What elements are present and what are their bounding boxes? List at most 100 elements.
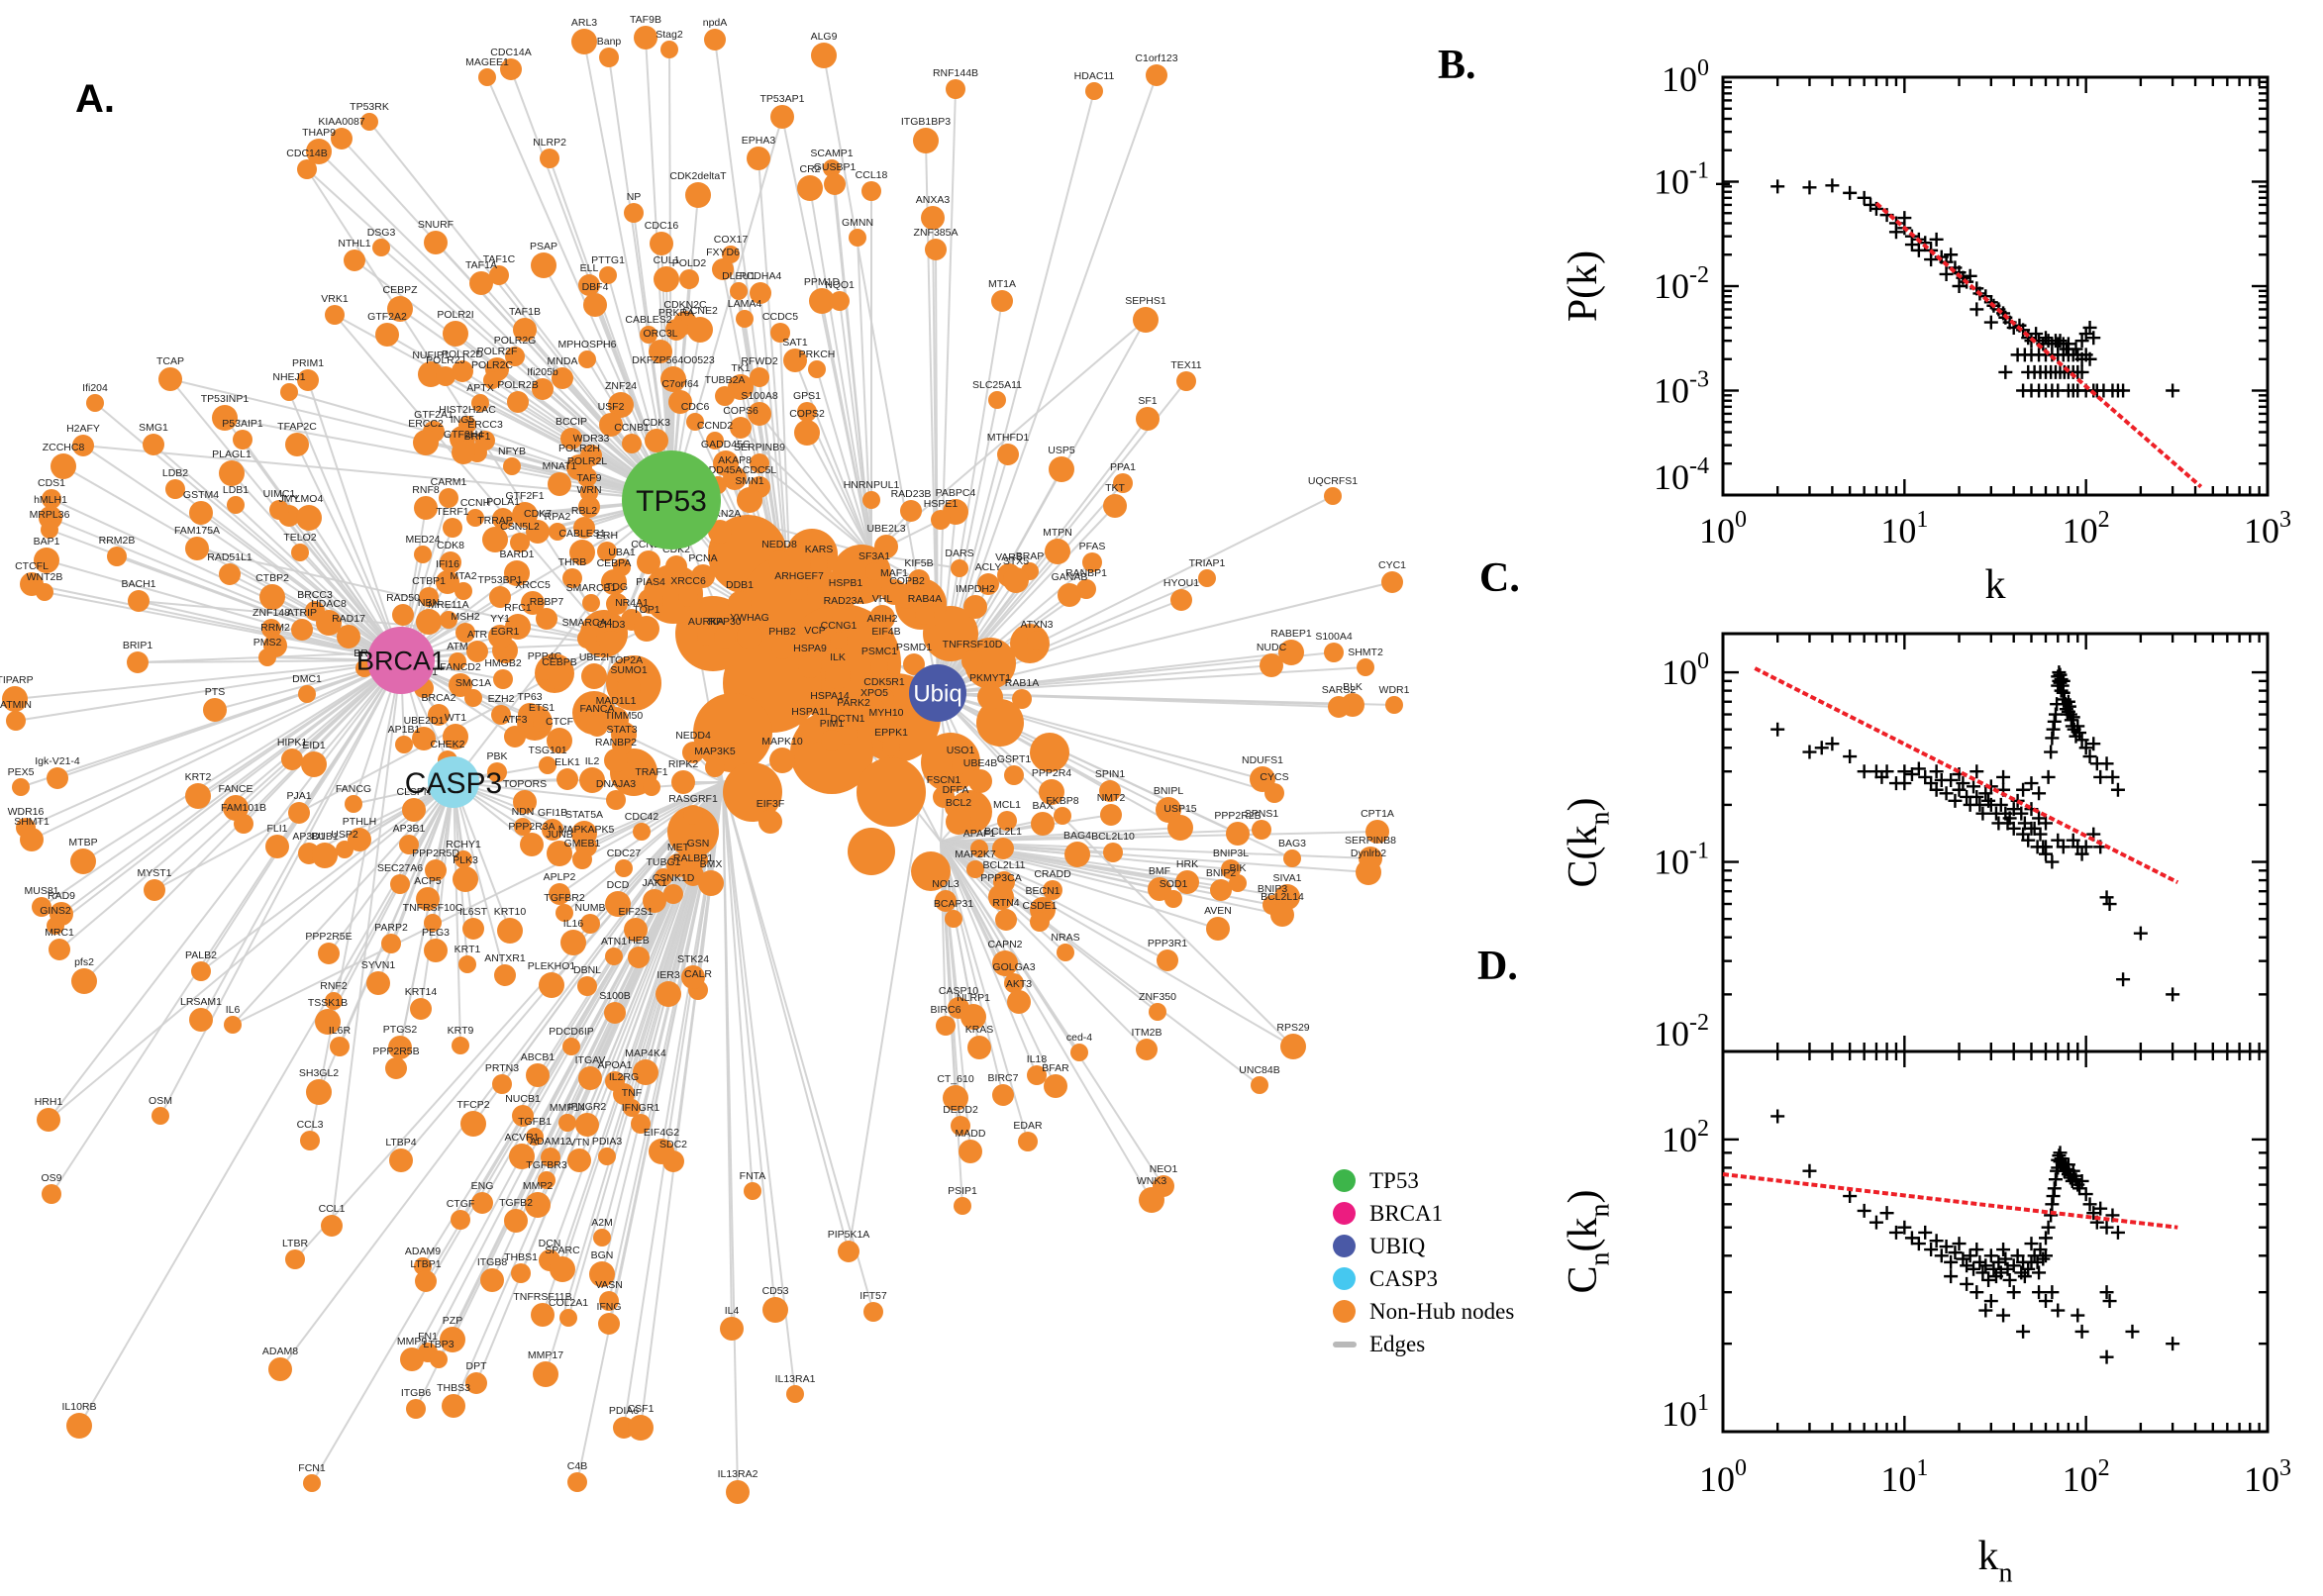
network-node bbox=[466, 509, 484, 527]
network-node bbox=[876, 638, 896, 657]
network-node bbox=[720, 1317, 744, 1341]
node-label: HDAC8 bbox=[311, 598, 347, 610]
network-node bbox=[489, 265, 509, 285]
node-label: MED24 bbox=[405, 534, 440, 546]
network-node bbox=[599, 413, 623, 437]
data-point bbox=[2070, 1308, 2085, 1323]
data-point bbox=[2045, 854, 2060, 869]
data-point bbox=[2099, 1220, 2114, 1235]
network-node bbox=[42, 1184, 61, 1204]
hub-label-ubiq: Ubiq bbox=[913, 681, 961, 708]
tick-label: 102 bbox=[2063, 1455, 2110, 1499]
node-label: CSN5L2 bbox=[500, 521, 540, 533]
plot-ticks bbox=[1721, 1049, 2270, 1434]
node-label: SNURF bbox=[418, 219, 454, 231]
node-label: CAPN2 bbox=[987, 939, 1022, 950]
network-node bbox=[312, 843, 338, 868]
node-label: DBF4 bbox=[582, 281, 609, 293]
network-node bbox=[640, 326, 657, 344]
network-edge bbox=[294, 781, 724, 1260]
node-label: ANXA3 bbox=[916, 194, 951, 206]
network-node bbox=[997, 811, 1017, 831]
data-point bbox=[2002, 811, 2017, 826]
node-label: HRH1 bbox=[35, 1096, 63, 1108]
data-point bbox=[1944, 1269, 1959, 1284]
node-label: ced-4 bbox=[1066, 1032, 1092, 1044]
node-label: TP53INP1 bbox=[201, 393, 250, 405]
data-point bbox=[2036, 1251, 2051, 1266]
node-label: TSG101 bbox=[528, 745, 566, 756]
node-label: UNC84B bbox=[1239, 1064, 1279, 1076]
network-node bbox=[165, 479, 185, 499]
node-label: LAMA4 bbox=[728, 298, 762, 310]
data-point bbox=[2074, 1173, 2089, 1188]
network-node bbox=[392, 604, 414, 626]
node-swatch-icon bbox=[1333, 1267, 1356, 1290]
node-label: TNFRSF10D bbox=[943, 639, 1003, 650]
network-node bbox=[415, 1270, 437, 1292]
network-node bbox=[325, 305, 345, 325]
network-node bbox=[219, 460, 245, 486]
node-label: SMG1 bbox=[139, 422, 168, 434]
network-node bbox=[1039, 779, 1064, 805]
node-label: SMN1 bbox=[735, 475, 763, 487]
node-label: NLRP2 bbox=[533, 137, 566, 149]
panel-c-label: C. bbox=[1479, 555, 1520, 601]
network-edge bbox=[937, 666, 1366, 694]
node-label: MRE11A bbox=[428, 599, 468, 611]
node-label: ATXN3 bbox=[1020, 619, 1053, 631]
network-node bbox=[227, 496, 245, 514]
network-node bbox=[259, 584, 285, 610]
node-label: BGN bbox=[591, 1249, 614, 1261]
network-node bbox=[395, 736, 413, 753]
network-node bbox=[1146, 64, 1167, 86]
data-point bbox=[2006, 1285, 2021, 1300]
network-node bbox=[291, 619, 313, 641]
node-label: CDC27 bbox=[607, 848, 642, 859]
node-label: IL18 bbox=[1027, 1053, 1048, 1065]
data-point bbox=[2016, 782, 2031, 797]
network-node bbox=[521, 591, 545, 615]
network-node bbox=[1164, 890, 1182, 908]
network-edge bbox=[153, 643, 615, 891]
data-point bbox=[2099, 1285, 2114, 1300]
network-node bbox=[458, 955, 476, 973]
network-node bbox=[770, 105, 794, 129]
data-point bbox=[1970, 764, 1984, 779]
node-label: TGFB1 bbox=[518, 1116, 552, 1128]
data-point bbox=[1998, 364, 2013, 379]
network-node bbox=[586, 715, 608, 737]
network-node bbox=[794, 420, 820, 446]
node-label: ING5 bbox=[451, 414, 475, 426]
network-node bbox=[269, 500, 289, 520]
node-label: FSCN1 bbox=[927, 774, 961, 786]
node-label: IL4 bbox=[725, 1305, 740, 1317]
node-label: RASGRF1 bbox=[668, 793, 718, 805]
fit-line bbox=[1722, 1172, 2178, 1230]
node-label: CDC42 bbox=[625, 811, 659, 823]
node-label: WT1 bbox=[445, 712, 466, 724]
network-node bbox=[750, 453, 769, 473]
node-label: TGFBR3 bbox=[526, 1159, 567, 1171]
network-node bbox=[480, 1268, 504, 1292]
node-label: PSAP bbox=[530, 241, 557, 252]
network-node bbox=[838, 725, 858, 745]
node-label: KRT10 bbox=[494, 906, 527, 918]
network-node bbox=[449, 673, 472, 697]
network-node bbox=[1058, 583, 1081, 607]
network-node bbox=[552, 367, 573, 389]
network-node bbox=[526, 1063, 550, 1087]
node-label: RIPK2 bbox=[668, 758, 699, 770]
network-node bbox=[497, 918, 523, 944]
edge-swatch-icon bbox=[1333, 1341, 1357, 1347]
network-node bbox=[874, 719, 898, 743]
data-point bbox=[2099, 756, 2114, 771]
node-label: H2AFY bbox=[66, 423, 100, 435]
node-label: CABLES1 bbox=[558, 528, 605, 540]
node-label: PIM1 bbox=[820, 718, 845, 730]
node-label: LTBR bbox=[282, 1238, 308, 1249]
network-node bbox=[539, 756, 556, 774]
node-label: BCCIP bbox=[556, 416, 587, 428]
network-edge bbox=[224, 417, 672, 501]
data-point bbox=[1991, 1254, 2006, 1269]
